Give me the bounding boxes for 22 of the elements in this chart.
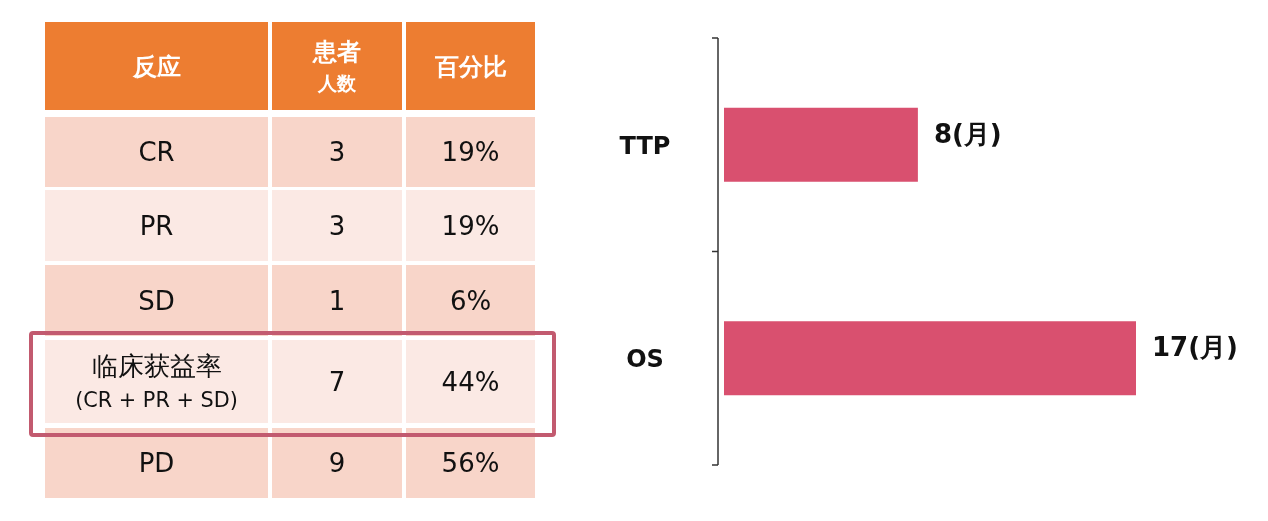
series-label: 患者人数: [312, 37, 361, 95]
data-label: 6%: [449, 285, 492, 316]
text: 反应: [131, 52, 181, 81]
category-label: SD: [138, 285, 175, 316]
data-label: 3: [328, 137, 346, 168]
data-label: 9: [328, 448, 346, 479]
data-label: 19%: [441, 210, 500, 241]
data-label: 1: [328, 285, 346, 316]
category-label: 临床获益率 (CR + PR + SD): [75, 350, 238, 412]
category-label: PD: [138, 448, 175, 479]
data-label: 7: [328, 366, 346, 397]
data-label: 19%: [441, 137, 500, 168]
category-label: PR: [139, 210, 174, 241]
data-label: 3: [328, 210, 346, 241]
series-label: 百分比: [433, 52, 507, 81]
data-label: 8(月): [933, 118, 1002, 149]
data-label: 17(月): [1152, 332, 1238, 363]
y-tick-label: TTP: [619, 131, 671, 160]
category-label: CR: [138, 137, 175, 168]
data-label: 56%: [441, 448, 500, 479]
data-label: 44%: [441, 366, 500, 397]
y-tick-label: OS: [626, 345, 664, 374]
